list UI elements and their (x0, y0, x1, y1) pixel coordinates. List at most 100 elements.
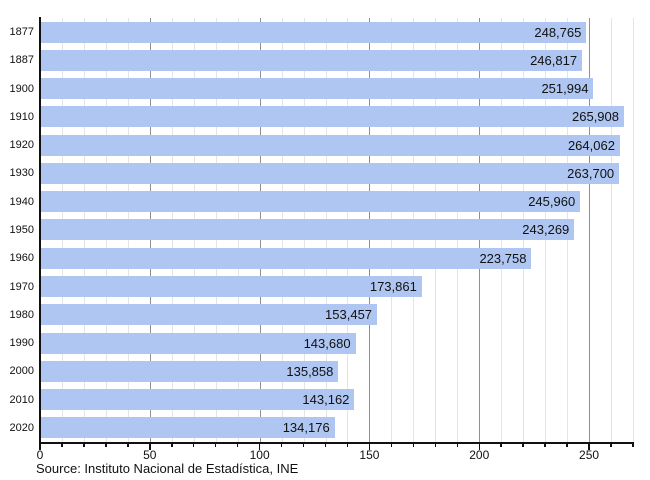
bar-value-label: 265,908 (572, 109, 619, 125)
x-axis-minor-tick (544, 444, 546, 447)
bar: 245,960 (40, 191, 581, 213)
source-caption: Source: Instituto Nacional de Estadístic… (36, 461, 299, 476)
plot-area: 248,765 246,817 251,994 265,908 264,062 263,7… (40, 18, 634, 442)
x-axis-major-tick (588, 444, 590, 450)
x-axis-minor-tick (456, 444, 459, 447)
x-axis-minor-tick (192, 444, 195, 447)
bar-value-label: 251,994 (541, 81, 589, 97)
x-axis-major-tick (478, 444, 480, 450)
year-label: 1980 (9, 308, 34, 321)
x-axis-minor-tick (522, 444, 524, 447)
x-axis-major-tick (368, 444, 371, 450)
x-tick-label: 100 (249, 448, 270, 462)
bar-value-label: 134,176 (282, 420, 330, 436)
bar: 248,765 (40, 21, 587, 43)
year-label: 2000 (9, 365, 34, 378)
bar-rows: 248,765 246,817 251,994 265,908 264,062 263,7… (40, 18, 633, 442)
bar-value-label: 246,817 (530, 52, 578, 68)
x-axis-minor-tick (61, 444, 63, 447)
year-label: 1950 (9, 223, 34, 236)
bar-value-label: 264,062 (567, 137, 615, 153)
year-label: 2010 (9, 393, 34, 406)
x-tick-label: 0 (36, 448, 44, 462)
year-label: 1970 (9, 280, 34, 293)
gridline-minor (611, 18, 613, 442)
y-axis-category-labels: 1877 1887 1900 1910 1920 1930 1940 1950 1960 1970… (0, 18, 34, 442)
bar: 134,176 (40, 417, 335, 439)
x-axis-tick-labels: 0 50 100 150 200 250 (36, 448, 633, 464)
x-axis-line (39, 442, 634, 444)
year-label: 1930 (9, 167, 34, 180)
x-axis-minor-tick (280, 444, 283, 447)
bar-row: 134,176 (40, 414, 633, 442)
x-tick-label: 50 (143, 448, 157, 462)
x-axis-minor-tick (632, 444, 634, 447)
x-axis-minor-tick (500, 444, 502, 447)
x-axis-minor-tick (171, 444, 173, 447)
bar-value-label: 223,758 (479, 250, 527, 266)
bar: 243,269 (40, 219, 575, 241)
bar-value-label: 263,700 (567, 165, 615, 181)
bar-row: 143,162 (40, 385, 633, 413)
bar-row: 264,062 (40, 131, 633, 159)
x-axis-minor-tick (434, 444, 437, 447)
bar-row: 245,960 (40, 188, 633, 216)
bar: 135,858 (40, 360, 339, 382)
x-axis-minor-tick (214, 444, 217, 447)
bar: 223,758 (40, 247, 532, 269)
year-label: 1900 (9, 82, 34, 95)
bar-value-label: 135,858 (286, 363, 334, 379)
bar-row: 263,700 (40, 159, 633, 187)
bar-value-label: 143,162 (302, 392, 350, 408)
bar-value-label: 243,269 (522, 222, 570, 238)
x-axis-minor-tick (566, 444, 568, 447)
bar-value-label: 173,861 (369, 279, 417, 295)
bar-row: 265,908 (40, 103, 633, 131)
bar-row: 223,758 (40, 244, 633, 272)
gridline-major (589, 18, 591, 442)
year-label: 1960 (9, 252, 34, 265)
x-axis-minor-tick (324, 444, 327, 447)
bar: 153,457 (40, 304, 378, 326)
x-axis-minor-tick (390, 444, 393, 447)
bar: 263,700 (40, 162, 620, 184)
year-label: 1877 (9, 26, 34, 39)
year-label: 1920 (9, 139, 34, 152)
bar-row: 251,994 (40, 75, 633, 103)
bar: 251,994 (40, 78, 594, 100)
x-axis-minor-tick (610, 444, 612, 447)
bar-row: 173,861 (40, 272, 633, 300)
x-axis-minor-tick (302, 444, 305, 447)
bar-row: 248,765 (40, 18, 633, 46)
bar: 143,162 (40, 389, 355, 411)
bar: 265,908 (40, 106, 624, 128)
gridline-minor (633, 18, 634, 442)
bar: 246,817 (40, 49, 583, 71)
bar-row: 143,680 (40, 329, 633, 357)
x-axis-major-tick (258, 444, 261, 450)
year-label: 1887 (9, 54, 34, 67)
x-tick-label: 200 (469, 448, 490, 462)
bar: 173,861 (40, 276, 422, 298)
bar-row: 246,817 (40, 46, 633, 74)
x-axis-minor-tick (105, 444, 107, 447)
x-axis-minor-tick (346, 444, 349, 447)
x-tick-label: 250 (579, 448, 600, 462)
bar-value-label: 248,765 (534, 24, 582, 40)
bar-value-label: 245,960 (528, 194, 576, 210)
year-label: 1940 (9, 195, 34, 208)
bar: 143,680 (40, 332, 356, 354)
bar-value-label: 153,457 (325, 307, 373, 323)
x-tick-label: 150 (359, 448, 380, 462)
x-axis-minor-tick (236, 444, 239, 447)
bar-value-label: 143,680 (303, 335, 351, 351)
x-axis-major-tick (149, 444, 151, 450)
bar-row: 135,858 (40, 357, 633, 385)
bar: 264,062 (40, 134, 620, 156)
x-axis-minor-tick (127, 444, 129, 447)
year-label: 2020 (9, 421, 34, 434)
y-axis-line (39, 17, 41, 443)
x-axis-ticks (39, 444, 634, 452)
x-axis-minor-tick (412, 444, 415, 447)
